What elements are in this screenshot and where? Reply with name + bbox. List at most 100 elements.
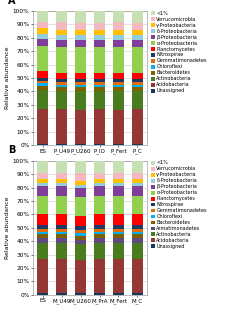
Bar: [37, 161, 48, 173]
Bar: [56, 85, 67, 87]
Bar: [132, 35, 143, 41]
Bar: [56, 144, 67, 145]
Bar: [37, 238, 48, 242]
Bar: [56, 22, 67, 30]
Bar: [75, 47, 86, 73]
Bar: [94, 196, 105, 214]
Bar: [37, 71, 48, 78]
Bar: [37, 11, 48, 22]
Bar: [94, 186, 105, 196]
Bar: [37, 225, 48, 229]
Bar: [37, 186, 48, 196]
Bar: [94, 87, 105, 91]
Bar: [56, 161, 67, 173]
Bar: [113, 242, 124, 259]
Bar: [132, 47, 143, 73]
Bar: [132, 85, 143, 87]
Bar: [94, 144, 105, 145]
Bar: [113, 238, 124, 242]
Bar: [75, 216, 86, 227]
Bar: [94, 79, 105, 82]
Bar: [94, 183, 105, 186]
Bar: [113, 186, 124, 196]
Bar: [132, 87, 143, 91]
Bar: [113, 82, 124, 85]
Bar: [37, 81, 48, 83]
Bar: [75, 11, 86, 23]
Bar: [113, 225, 124, 229]
Bar: [132, 23, 143, 30]
Bar: [113, 91, 124, 110]
Bar: [94, 238, 105, 242]
Bar: [37, 90, 48, 109]
Bar: [94, 173, 105, 179]
Bar: [56, 183, 67, 186]
Bar: [94, 23, 105, 30]
Bar: [132, 238, 143, 242]
Bar: [94, 30, 105, 35]
Bar: [113, 47, 124, 73]
Bar: [132, 235, 143, 238]
Bar: [56, 229, 67, 232]
Legend: <1%, Verrucomicrobia, γ-Proteobacteria, δ-Proteobacteria, β-Proteobacteria, α-Pr: <1%, Verrucomicrobia, γ-Proteobacteria, …: [150, 11, 207, 93]
Bar: [132, 179, 143, 183]
Bar: [75, 110, 86, 144]
Bar: [75, 82, 86, 85]
Bar: [132, 242, 143, 259]
Bar: [56, 259, 67, 294]
Bar: [56, 87, 67, 91]
Bar: [132, 196, 143, 214]
Legend: <1%, Verrucomicrobia, γ-Proteobacteria, δ-Proteobacteria, β-Proteobacteria, α-Pr: <1%, Verrucomicrobia, γ-Proteobacteria, …: [150, 160, 207, 249]
Bar: [113, 144, 124, 145]
Bar: [94, 91, 105, 109]
Bar: [113, 110, 124, 144]
Bar: [132, 144, 143, 145]
Bar: [56, 294, 67, 295]
Bar: [113, 179, 124, 183]
Bar: [132, 294, 143, 295]
Bar: [94, 229, 105, 232]
Bar: [56, 186, 67, 196]
Bar: [75, 231, 86, 233]
Bar: [132, 259, 143, 294]
Bar: [113, 22, 124, 30]
Bar: [94, 294, 105, 295]
Bar: [132, 214, 143, 225]
Y-axis label: Relative abundance: Relative abundance: [5, 197, 10, 259]
Bar: [113, 85, 124, 87]
Bar: [132, 186, 143, 196]
Bar: [75, 227, 86, 231]
Bar: [113, 232, 124, 235]
Bar: [75, 236, 86, 240]
Bar: [94, 225, 105, 229]
Bar: [37, 173, 48, 179]
Bar: [94, 161, 105, 173]
Bar: [37, 242, 48, 259]
Bar: [37, 28, 48, 34]
Bar: [56, 225, 67, 229]
Bar: [56, 235, 67, 238]
Bar: [94, 259, 105, 294]
Bar: [75, 173, 86, 181]
Bar: [132, 229, 143, 232]
Bar: [56, 30, 67, 35]
Bar: [37, 229, 48, 232]
Bar: [37, 46, 48, 71]
Bar: [75, 181, 86, 185]
Bar: [132, 232, 143, 235]
Bar: [94, 179, 105, 183]
Bar: [37, 294, 48, 295]
Bar: [37, 86, 48, 90]
Bar: [75, 91, 86, 110]
Bar: [94, 109, 105, 144]
Bar: [94, 11, 105, 23]
Bar: [37, 183, 48, 186]
Bar: [37, 34, 48, 39]
Bar: [75, 185, 86, 188]
Bar: [94, 41, 105, 47]
Bar: [132, 225, 143, 229]
Bar: [113, 196, 124, 214]
Bar: [75, 41, 86, 47]
Bar: [94, 82, 105, 85]
Bar: [56, 79, 67, 82]
